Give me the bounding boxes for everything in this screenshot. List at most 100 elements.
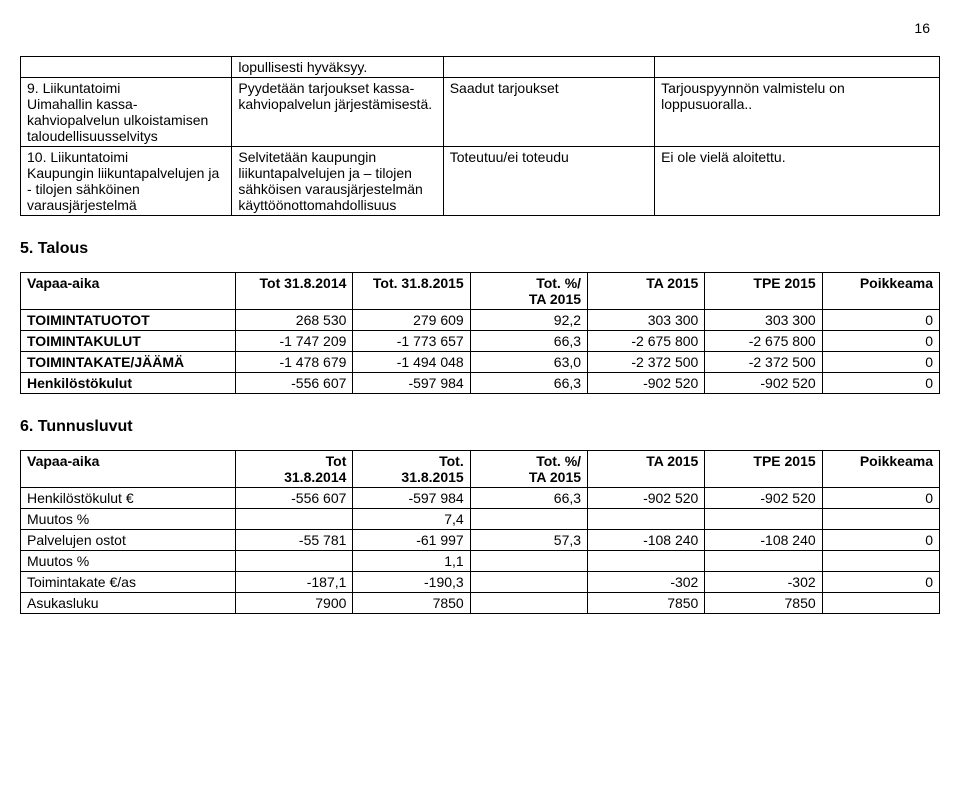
table-cell: -1 494 048	[353, 352, 470, 373]
table-cell: 66,3	[470, 331, 587, 352]
table-cell	[470, 572, 587, 593]
table-cell: 303 300	[705, 310, 822, 331]
table-cell: -556 607	[236, 488, 353, 509]
table-cell: -556 607	[236, 373, 353, 394]
table-cell: 7850	[588, 593, 705, 614]
row-label: Henkilöstökulut €	[21, 488, 236, 509]
table-cell	[470, 551, 587, 572]
row-label: Muutos %	[21, 509, 236, 530]
column-header: TA 2015	[588, 273, 705, 310]
table-cell: 0	[822, 352, 939, 373]
table-cell: 0	[822, 310, 939, 331]
table-cell	[655, 57, 940, 78]
table-cell	[822, 551, 939, 572]
context-table: lopullisesti hyväksyy.9. Liikuntatoimi U…	[20, 56, 940, 216]
table-row: TOIMINTATUOTOT268 530279 60992,2303 3003…	[21, 310, 940, 331]
row-label: Asukasluku	[21, 593, 236, 614]
table-row: Asukasluku7900785078507850	[21, 593, 940, 614]
page-number: 16	[20, 20, 930, 36]
table-row: TOIMINTAKATE/JÄÄMÄ-1 478 679-1 494 04863…	[21, 352, 940, 373]
table-row: Toimintakate €/as-187,1-190,3-302-3020	[21, 572, 940, 593]
table-cell: -2 675 800	[588, 331, 705, 352]
table-cell: -902 520	[705, 488, 822, 509]
table-cell: -2 372 500	[588, 352, 705, 373]
table-row: TOIMINTAKULUT-1 747 209-1 773 65766,3-2 …	[21, 331, 940, 352]
table-cell: -1 478 679	[236, 352, 353, 373]
table-cell	[21, 57, 232, 78]
row-label: Palvelujen ostot	[21, 530, 236, 551]
section-6-title: 6. Tunnusluvut	[20, 418, 940, 436]
talous-table: Vapaa-aikaTot 31.8.2014Tot. 31.8.2015Tot…	[20, 272, 940, 394]
section-5-title: 5. Talous	[20, 240, 940, 258]
column-header: Tot. 31.8.2015	[353, 273, 470, 310]
column-header: TPE 2015	[705, 451, 822, 488]
table-cell: 1,1	[353, 551, 470, 572]
table-cell	[588, 551, 705, 572]
table-cell	[588, 509, 705, 530]
table-cell: -61 997	[353, 530, 470, 551]
table-cell: -302	[588, 572, 705, 593]
table-row: Henkilöstökulut-556 607-597 98466,3-902 …	[21, 373, 940, 394]
row-label: Toimintakate €/as	[21, 572, 236, 593]
table-cell: -108 240	[588, 530, 705, 551]
table-cell: 279 609	[353, 310, 470, 331]
table-cell: 9. Liikuntatoimi Uimahallin kassa-kahvio…	[21, 78, 232, 147]
column-header: Poikkeama	[822, 451, 939, 488]
table-cell: -902 520	[588, 373, 705, 394]
table-row: Muutos % 1,1	[21, 551, 940, 572]
table-cell: 63,0	[470, 352, 587, 373]
table-cell: 7850	[705, 593, 822, 614]
row-label: TOIMINTATUOTOT	[21, 310, 236, 331]
table-cell	[236, 551, 353, 572]
table-cell: 268 530	[236, 310, 353, 331]
table-cell: -2 675 800	[705, 331, 822, 352]
table-cell: 0	[822, 373, 939, 394]
table-cell: -597 984	[353, 488, 470, 509]
table-cell: 7850	[353, 593, 470, 614]
table-row: Palvelujen ostot-55 781-61 99757,3-108 2…	[21, 530, 940, 551]
table-cell: 0	[822, 331, 939, 352]
table-cell: 10. Liikuntatoimi Kaupungin liikuntapalv…	[21, 147, 232, 216]
column-header: Tot 31.8.2014	[236, 273, 353, 310]
table-cell: -597 984	[353, 373, 470, 394]
column-header: Poikkeama	[822, 273, 939, 310]
table-cell: -902 520	[705, 373, 822, 394]
column-header: Tot. 31.8.2015	[353, 451, 470, 488]
table-cell: 7900	[236, 593, 353, 614]
table-row: 9. Liikuntatoimi Uimahallin kassa-kahvio…	[21, 78, 940, 147]
table-cell: -1 747 209	[236, 331, 353, 352]
table-cell: 92,2	[470, 310, 587, 331]
table-cell: Pyydetään tarjoukset kassa-kahviopalvelu…	[232, 78, 443, 147]
column-header: Vapaa-aika	[21, 273, 236, 310]
table-cell	[236, 509, 353, 530]
row-label: Muutos %	[21, 551, 236, 572]
table-cell: lopullisesti hyväksyy.	[232, 57, 443, 78]
table-row: 10. Liikuntatoimi Kaupungin liikuntapalv…	[21, 147, 940, 216]
row-label: TOIMINTAKATE/JÄÄMÄ	[21, 352, 236, 373]
table-cell: -302	[705, 572, 822, 593]
table-cell	[470, 509, 587, 530]
table-cell: -55 781	[236, 530, 353, 551]
column-header: Vapaa-aika	[21, 451, 236, 488]
table-cell: 66,3	[470, 488, 587, 509]
row-label: TOIMINTAKULUT	[21, 331, 236, 352]
table-cell	[822, 593, 939, 614]
table-cell: Selvitetään kaupungin liikuntapalvelujen…	[232, 147, 443, 216]
column-header: Tot 31.8.2014	[236, 451, 353, 488]
table-cell: 303 300	[588, 310, 705, 331]
column-header: Tot. %/ TA 2015	[470, 451, 587, 488]
table-cell: 0	[822, 488, 939, 509]
table-cell	[822, 509, 939, 530]
table-cell: Ei ole vielä aloitettu.	[655, 147, 940, 216]
table-row: lopullisesti hyväksyy.	[21, 57, 940, 78]
table-cell: -187,1	[236, 572, 353, 593]
row-label: Henkilöstökulut	[21, 373, 236, 394]
table-cell: -902 520	[588, 488, 705, 509]
table-row: Henkilöstökulut €-556 607-597 98466,3-90…	[21, 488, 940, 509]
table-cell: -2 372 500	[705, 352, 822, 373]
table-cell: 0	[822, 572, 939, 593]
table-cell: 7,4	[353, 509, 470, 530]
table-cell: 57,3	[470, 530, 587, 551]
table-cell: -1 773 657	[353, 331, 470, 352]
table-cell	[443, 57, 654, 78]
